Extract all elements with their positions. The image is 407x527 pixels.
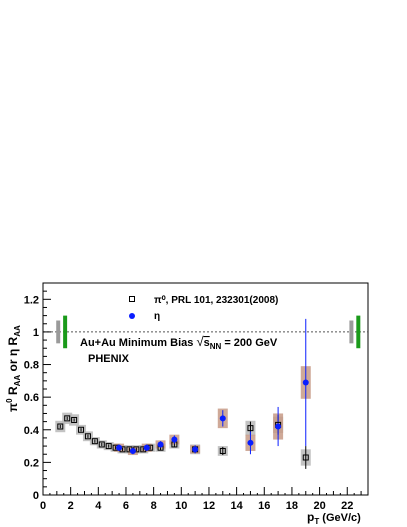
eta-point [171,436,178,443]
x-tick-label: 14 [230,500,243,512]
system-annotation: Au+Au Minimum Bias √sNN = 200 GeV [80,334,278,351]
x-tick-label: 16 [258,500,270,512]
pi0-point [105,443,112,450]
y-tick-label: 0.8 [24,360,39,372]
eta-point [143,444,150,451]
x-axis-title: pT (GeV/c) [307,510,361,526]
pi0-point [57,423,64,430]
tick-labels: 0 2 4 6 8 10 12 14 16 18 20 22 0 0.2 0.4 0.6 0.8 1 1.2 [24,294,354,512]
x-tick-label: 12 [203,500,215,512]
x-tick-label: 10 [175,500,187,512]
eta-point [302,379,309,386]
legend: π⁰, PRL 101, 232301(2008) η [129,295,278,322]
x-tick-label: 0 [40,500,46,512]
normalization-box-3 [356,315,361,349]
y-tick-label: 0.6 [24,392,39,404]
normalization-boxes [56,315,361,349]
pi0-point [302,454,309,461]
x-tick-label: 22 [341,500,353,512]
y-tick-label: 1 [33,327,39,339]
plot-frame [42,282,369,496]
pi0-point [219,447,226,454]
data-points [57,379,309,461]
eta-point [219,415,226,422]
normalization-box-1 [63,315,68,349]
pi0-point [84,433,91,440]
x-tick-label: 2 [68,500,74,512]
x-tick-label: 18 [286,500,298,512]
eta-point [157,441,164,448]
legend-label-pi0: π⁰, PRL 101, 232301(2008) [154,295,278,306]
axis-ticks [42,282,362,496]
eta-point [275,423,282,430]
eta-point [247,439,254,446]
legend-marker-eta [129,313,135,319]
normalization-box-2 [349,320,354,344]
y-axis-title: π0 RAA or η RAA [5,325,22,412]
x-tick-label: 20 [313,500,325,512]
y-tick-label: 1.2 [24,294,39,306]
pi0-point [64,415,71,422]
normalization-box-0 [56,320,61,344]
pi0-point [78,426,85,433]
eta-point [129,447,136,454]
y-tick-label: 0.2 [24,457,39,469]
x-tick-label: 6 [123,500,129,512]
pi0-point [98,441,105,448]
x-tick-label: 8 [151,500,157,512]
x-tick-label: 4 [95,500,102,512]
pi0-point [91,438,98,445]
experiment-label: PHENIX [88,353,130,365]
systematic-boxes [55,366,311,466]
y-tick-label: 0 [33,490,39,502]
pi0-point [71,416,78,423]
legend-marker-pi0 [129,296,135,302]
eta-point [192,446,199,453]
pi0-point [247,425,254,432]
legend-label-eta: η [154,311,160,322]
eta-point [116,444,123,451]
y-tick-label: 0.4 [24,425,40,437]
